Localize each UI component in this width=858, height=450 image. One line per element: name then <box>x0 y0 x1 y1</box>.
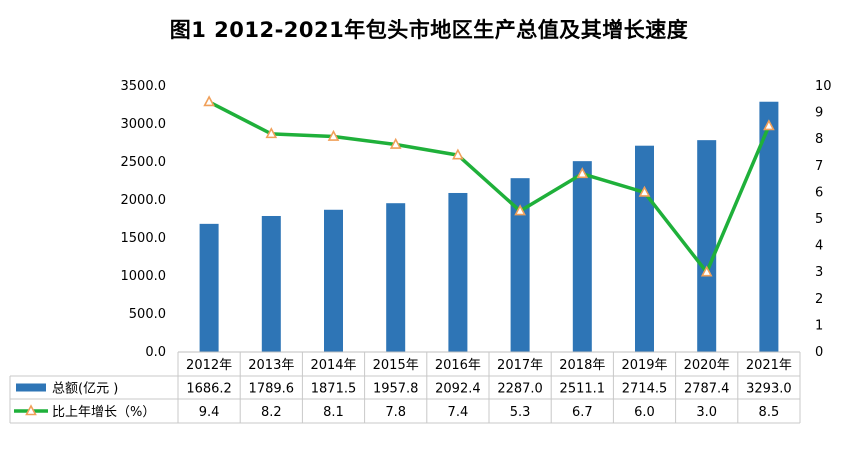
y-right-tick-label: 7 <box>815 159 823 174</box>
growth-value-cell: 6.0 <box>634 405 655 420</box>
y-right-tick-label: 1 <box>815 318 823 333</box>
bar-value-cell: 2714.5 <box>622 382 668 397</box>
bar-value-cell: 1957.8 <box>373 382 419 397</box>
y-left-tick-label: 500.0 <box>129 307 166 322</box>
y-left-tick-label: 2000.0 <box>121 193 167 208</box>
bar-value-cell: 3293.0 <box>746 382 792 397</box>
y-right-tick-label: 5 <box>815 212 823 227</box>
x-category-label: 2021年 <box>746 358 792 373</box>
x-category-label: 2015年 <box>373 358 419 373</box>
x-category-label: 2014年 <box>310 358 356 373</box>
growth-value-cell: 3.0 <box>696 405 717 420</box>
growth-value-cell: 5.3 <box>510 405 531 420</box>
y-right-tick-label: 3 <box>815 265 823 280</box>
bar-value-cell: 2511.1 <box>560 382 606 397</box>
x-category-label: 2018年 <box>559 358 605 373</box>
bar <box>448 192 468 352</box>
y-left-tick-label: 1500.0 <box>121 231 167 246</box>
bar-value-cell: 1686.2 <box>186 382 232 397</box>
bar <box>510 178 530 352</box>
y-right-tick-label: 4 <box>815 239 823 254</box>
bar <box>199 223 219 352</box>
x-category-label: 2017年 <box>497 358 543 373</box>
y-left-tick-label: 0.0 <box>145 345 166 360</box>
y-right-tick-label: 6 <box>815 185 823 200</box>
y-left-tick-label: 3000.0 <box>121 117 167 132</box>
y-right-tick-label: 2 <box>815 292 823 307</box>
legend-line-marker <box>25 404 37 416</box>
growth-value-cell: 8.5 <box>759 405 780 420</box>
bar <box>759 101 779 353</box>
bar-value-cell: 1871.5 <box>311 382 357 397</box>
line-point-marker <box>389 137 402 149</box>
bar-value-cell: 2092.4 <box>435 382 481 397</box>
x-category-label: 2016年 <box>435 358 481 373</box>
line-point-marker <box>452 148 464 160</box>
x-category-label: 2019年 <box>621 358 667 373</box>
growth-value-cell: 7.4 <box>448 405 469 420</box>
line-point-marker <box>265 127 278 139</box>
y-right-tick-label: 8 <box>815 132 823 147</box>
y-right-tick-label: 9 <box>815 106 823 121</box>
growth-value-cell: 8.2 <box>261 405 282 420</box>
growth-line <box>208 100 771 274</box>
bar-value-cell: 2787.4 <box>684 382 730 397</box>
growth-value-cell: 6.7 <box>572 405 593 420</box>
chart-title: 图1 2012-2021年包头市地区生产总值及其增长速度 <box>169 18 689 42</box>
legend-line-label: 比上年增长（%） <box>52 405 155 420</box>
line-point-marker <box>203 95 215 107</box>
line-point-marker <box>638 185 651 197</box>
bar-value-cell: 1789.6 <box>249 382 295 397</box>
bar <box>386 203 406 352</box>
legend-bar-label: 总额(亿元 ) <box>52 382 118 397</box>
growth-value-cell: 7.8 <box>385 405 406 420</box>
growth-value-cell: 8.1 <box>323 405 344 420</box>
x-category-label: 2012年 <box>186 358 232 373</box>
bar <box>635 145 654 352</box>
x-category-label: 2013年 <box>248 358 294 373</box>
x-category-label: 2020年 <box>684 358 730 373</box>
line-point-marker <box>327 129 340 141</box>
y-left-tick-label: 2500.0 <box>121 155 167 170</box>
y-right-tick-label: 0 <box>815 345 823 360</box>
y-left-tick-label: 3500.0 <box>121 79 167 94</box>
bar <box>324 209 343 352</box>
bar <box>261 215 281 352</box>
line-point-marker <box>763 119 775 131</box>
bar <box>572 161 592 352</box>
line-point-marker <box>514 204 526 216</box>
line-point-marker <box>700 265 713 277</box>
legend-bar-swatch <box>16 383 46 392</box>
bar-value-cell: 2287.0 <box>497 382 543 397</box>
bar <box>697 140 717 352</box>
y-right-tick-label: 10 <box>815 79 832 94</box>
line-point-marker <box>576 167 589 179</box>
growth-value-cell: 9.4 <box>199 405 220 420</box>
y-left-tick-label: 1000.0 <box>121 269 167 284</box>
